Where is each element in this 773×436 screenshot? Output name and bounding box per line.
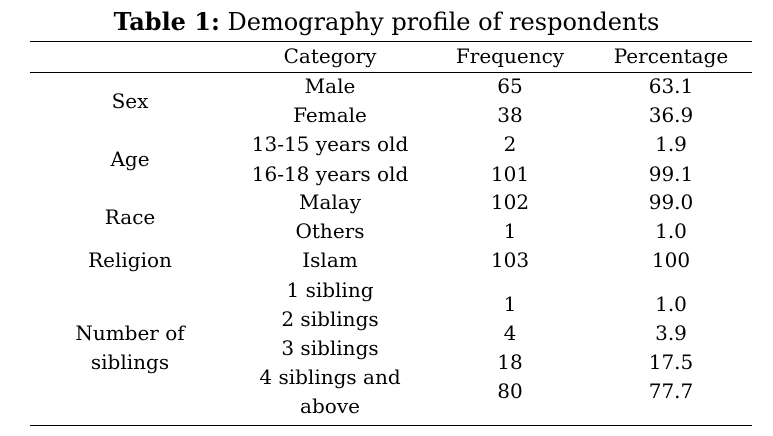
header-frequency: Frequency <box>455 44 565 68</box>
top-rule <box>30 41 752 42</box>
group-age: Age <box>110 147 150 171</box>
table-number-label: Table 1: <box>113 7 220 36</box>
header-rule <box>30 72 752 73</box>
percentage-cell: 3.9 <box>655 321 687 345</box>
group-race: Race <box>104 205 156 229</box>
frequency-cell: 102 <box>490 190 530 214</box>
category-cell: Male <box>304 74 356 98</box>
category-cell: Malay <box>298 190 362 214</box>
category-cell-continued: above <box>300 394 360 418</box>
group-siblings-line2: siblings <box>90 350 170 374</box>
percentage-cell: 100 <box>651 248 691 272</box>
category-cell: 1 sibling <box>286 278 374 302</box>
percentage-cell: 63.1 <box>648 74 694 98</box>
header-category: Category <box>283 44 377 68</box>
frequency-cell: 38 <box>497 103 523 127</box>
header-percentage: Percentage <box>613 44 729 68</box>
percentage-cell: 1.0 <box>655 292 687 316</box>
frequency-cell: 18 <box>497 350 523 374</box>
bottom-rule <box>30 425 752 426</box>
category-cell: 13-15 years old <box>251 132 409 156</box>
table-caption: Table 1: Demography profile of responden… <box>0 6 773 38</box>
category-cell: 3 siblings <box>281 336 379 360</box>
percentage-cell: 99.0 <box>648 190 694 214</box>
group-religion: Religion <box>88 248 172 272</box>
percentage-cell: 1.9 <box>655 132 687 156</box>
table-title: Demography profile of respondents <box>227 8 660 36</box>
frequency-cell: 101 <box>490 162 530 186</box>
frequency-cell: 2 <box>503 132 517 156</box>
frequency-cell: 103 <box>490 248 530 272</box>
group-sex: Sex <box>111 89 149 113</box>
category-cell: 16-18 years old <box>251 162 409 186</box>
frequency-cell: 1 <box>503 219 517 243</box>
category-cell: 4 siblings and <box>259 365 401 389</box>
percentage-cell: 99.1 <box>648 162 694 186</box>
category-cell: Female <box>293 103 367 127</box>
category-cell: Islam <box>302 248 358 272</box>
category-cell: 2 siblings <box>281 307 379 331</box>
percentage-cell: 1.0 <box>655 219 687 243</box>
frequency-cell: 1 <box>503 292 517 316</box>
percentage-cell: 77.7 <box>648 379 694 403</box>
frequency-cell: 4 <box>503 321 517 345</box>
percentage-cell: 17.5 <box>648 350 694 374</box>
frequency-cell: 80 <box>497 379 523 403</box>
category-cell: Others <box>295 219 365 243</box>
group-siblings-line1: Number of <box>75 321 185 345</box>
frequency-cell: 65 <box>497 74 523 98</box>
percentage-cell: 36.9 <box>648 103 694 127</box>
